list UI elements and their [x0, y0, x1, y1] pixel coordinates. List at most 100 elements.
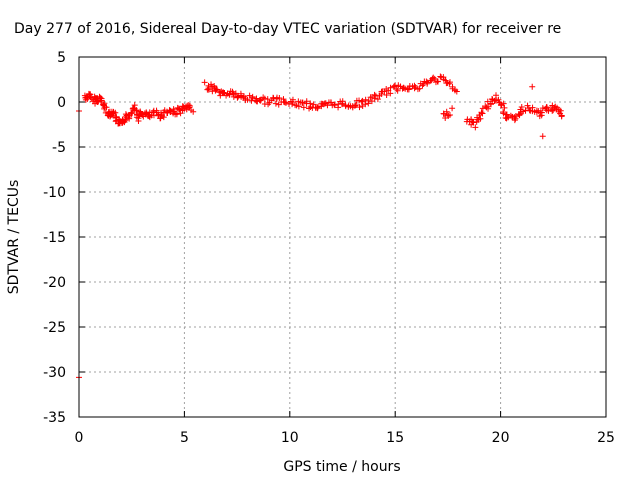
data-point	[352, 101, 359, 108]
data-point	[437, 73, 444, 80]
data-point	[131, 102, 138, 109]
data-point	[209, 88, 216, 95]
data-point	[539, 105, 546, 112]
data-point	[411, 82, 418, 89]
y-tick-label: -20	[43, 275, 66, 291]
data-point	[501, 104, 508, 111]
data-point	[201, 79, 208, 86]
data-point	[87, 91, 94, 98]
data-point	[84, 95, 91, 102]
x-tick-label: 0	[75, 430, 84, 446]
data-point	[351, 102, 358, 109]
data-point	[327, 99, 334, 106]
x-axis-label: GPS time / hours	[283, 459, 400, 475]
data-point	[500, 110, 507, 117]
y-tick-label: -30	[43, 365, 66, 381]
data-point	[289, 99, 296, 106]
data-point	[477, 115, 484, 122]
data-point	[133, 107, 140, 114]
data-point	[419, 82, 426, 89]
data-point	[519, 108, 526, 115]
data-point	[391, 82, 398, 89]
data-point	[368, 98, 375, 105]
data-point	[176, 106, 183, 113]
data-point	[183, 105, 190, 112]
data-point	[493, 92, 500, 99]
grid	[79, 57, 606, 417]
data-point	[273, 95, 280, 102]
x-tick-label: 20	[492, 430, 510, 446]
y-axis-label: SDTVAR / TECUs	[6, 180, 22, 295]
data-point	[434, 78, 441, 85]
data-point	[234, 94, 241, 101]
data-point	[310, 101, 317, 108]
data-point	[443, 108, 450, 115]
data-point	[478, 109, 485, 116]
data-point	[483, 104, 490, 111]
data-point	[358, 98, 365, 105]
data-point	[472, 124, 479, 131]
data-point	[424, 80, 431, 87]
data-point	[256, 97, 263, 104]
data-point	[449, 105, 456, 112]
data-point	[128, 110, 135, 117]
data-point	[453, 88, 460, 95]
y-tick-label: -35	[43, 410, 66, 426]
data-point	[431, 75, 438, 82]
data-point	[539, 133, 546, 140]
data-point	[281, 99, 288, 106]
data-point	[110, 110, 117, 117]
data-point	[264, 96, 271, 103]
data-point	[394, 87, 401, 94]
data-point	[129, 109, 136, 116]
data-point	[526, 107, 533, 114]
data-point	[331, 102, 338, 109]
data-point	[383, 91, 390, 98]
data-point	[497, 102, 504, 109]
y-tick-label: -5	[52, 140, 66, 156]
data-point	[135, 117, 142, 124]
data-point	[446, 112, 453, 119]
data-point	[282, 99, 289, 106]
data-point	[503, 111, 510, 118]
data-point	[550, 107, 557, 114]
data-point	[374, 96, 381, 103]
data-point	[295, 103, 302, 110]
data-point	[529, 83, 536, 90]
data-point	[190, 108, 197, 115]
data-point	[487, 100, 494, 107]
data-point	[442, 115, 449, 122]
data-point	[387, 90, 394, 97]
data-point	[272, 100, 279, 107]
data-point	[276, 94, 283, 101]
data-point	[500, 100, 507, 107]
data-point	[157, 109, 164, 116]
data-point	[440, 110, 447, 117]
data-point	[557, 107, 564, 114]
data-points	[76, 73, 565, 381]
data-point	[314, 105, 321, 112]
data-point	[538, 109, 545, 116]
data-point	[122, 117, 129, 124]
plot-frame	[78, 56, 607, 418]
data-point	[524, 102, 531, 109]
y-tick-label: -15	[43, 230, 66, 246]
data-point	[257, 97, 264, 104]
x-tick-label: 5	[180, 430, 189, 446]
y-tick-label: 5	[57, 50, 66, 66]
data-point	[339, 98, 346, 105]
data-point	[518, 104, 525, 111]
data-point	[299, 99, 306, 106]
x-tick-label: 25	[597, 430, 615, 446]
x-tick-label: 15	[386, 430, 404, 446]
data-point	[416, 85, 423, 92]
data-point	[126, 113, 133, 120]
data-point	[103, 104, 110, 111]
data-point	[313, 104, 320, 111]
data-point	[359, 97, 366, 104]
data-point	[470, 119, 477, 126]
data-point	[430, 74, 437, 81]
data-point	[356, 104, 363, 111]
data-point	[446, 79, 453, 86]
